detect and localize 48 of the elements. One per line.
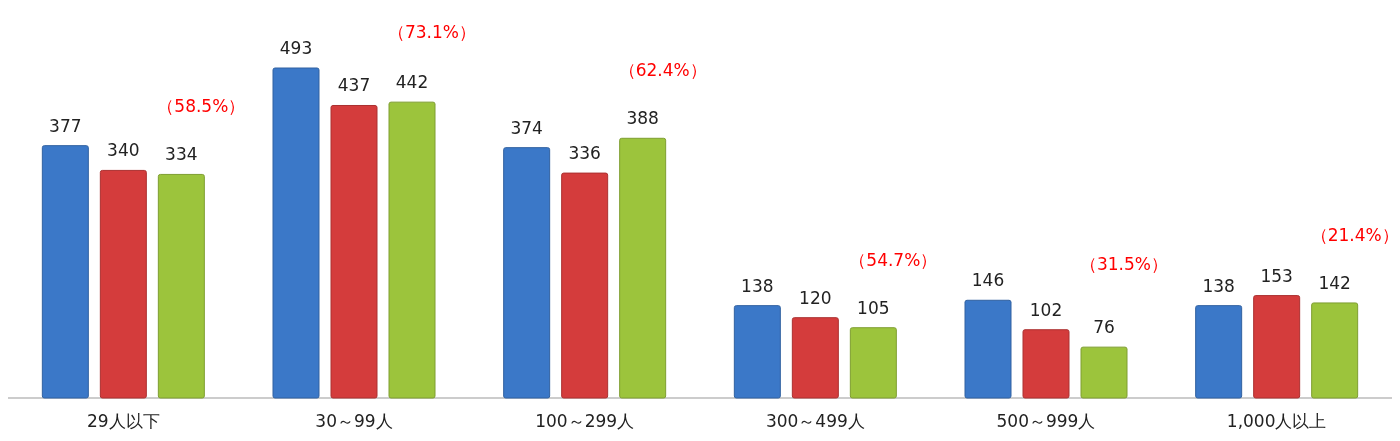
bar (1311, 302, 1359, 399)
x-tick-label: 300～499人 (764, 410, 866, 433)
data-label: 105 (857, 297, 890, 318)
annotation: （62.4%） (618, 60, 707, 81)
bar (157, 173, 205, 399)
annotation: （31.5%） (1079, 254, 1169, 275)
data-label: 340 (107, 140, 140, 161)
bar (964, 299, 1012, 399)
bar (1022, 329, 1070, 399)
data-label: 102 (1029, 299, 1063, 320)
data-label: 138 (1202, 275, 1235, 296)
bar (99, 169, 147, 399)
x-tick-label: 100～299人 (534, 410, 636, 433)
bar (1080, 346, 1128, 399)
data-label: 142 (1318, 272, 1351, 293)
bar (733, 305, 781, 399)
x-tick-label: 29人以下 (86, 410, 161, 433)
bar (272, 67, 320, 399)
data-label: 76 (1093, 317, 1115, 338)
x-tick-label: 1,000人以上 (1225, 410, 1328, 433)
annotation: （54.7%） (849, 249, 938, 270)
x-tick-label: 30～99人 (314, 410, 394, 433)
data-label: 336 (568, 143, 601, 164)
data-label: 377 (49, 115, 82, 136)
data-label: 120 (799, 287, 832, 308)
bar (849, 327, 897, 399)
data-label: 437 (337, 75, 371, 96)
bar (503, 147, 551, 399)
text: （73.1%） (387, 22, 477, 42)
data-label: 493 (279, 38, 313, 58)
bar (791, 317, 839, 399)
bar (1195, 305, 1243, 399)
data-label: 442 (395, 72, 429, 93)
x-tick-label: 500～999人 (995, 410, 1097, 433)
data-label: 153 (1260, 265, 1293, 286)
data-label: 146 (971, 270, 1005, 291)
bar (561, 172, 609, 399)
data-label: 138 (741, 275, 774, 296)
bar (330, 104, 378, 399)
annotation: （58.5%） (157, 96, 246, 117)
bar (1253, 295, 1301, 399)
data-label: 374 (510, 117, 543, 138)
data-label: 388 (626, 108, 659, 129)
data-label: 334 (165, 144, 198, 165)
annotation: （21.4%） (1310, 224, 1399, 245)
bar (388, 101, 436, 399)
bar (41, 145, 89, 399)
bar (619, 137, 667, 399)
